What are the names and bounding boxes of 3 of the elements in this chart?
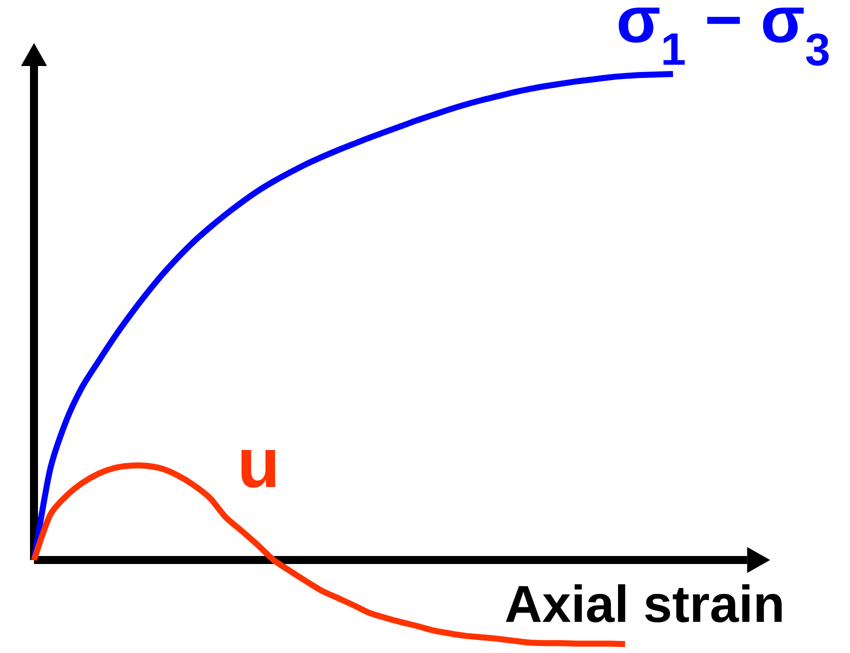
x-axis-title: Axial strain xyxy=(506,584,782,622)
series-label: σ$_{1}$ − σ$_{3}$ xyxy=(618,8,829,66)
series-label: u xyxy=(242,450,276,488)
